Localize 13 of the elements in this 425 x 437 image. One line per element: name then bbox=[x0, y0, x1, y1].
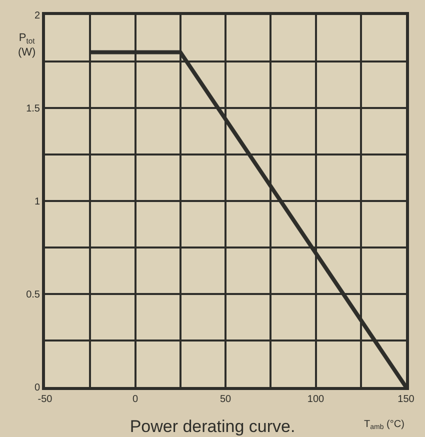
y-tick-label: 0.5 bbox=[26, 290, 40, 300]
x-tick-label: 0 bbox=[132, 394, 138, 405]
x-axis-title: T$_{amb}$ (°C) bbox=[364, 419, 404, 432]
x-tick-label: 150 bbox=[398, 394, 415, 405]
text: Power derating curve. bbox=[130, 416, 296, 436]
x-tick-label: 50 bbox=[220, 394, 232, 405]
y-tick-label: 1 bbox=[34, 196, 40, 208]
y-tick-label: 1.5 bbox=[26, 104, 40, 114]
x-tick-label: -50 bbox=[38, 394, 53, 405]
y-tick-label: 0 bbox=[34, 382, 40, 394]
x-tick-label: 100 bbox=[307, 394, 325, 405]
y-tick-label: 2 bbox=[34, 10, 40, 22]
y-axis-title: P$_{tot}$ (W) bbox=[18, 32, 36, 58]
